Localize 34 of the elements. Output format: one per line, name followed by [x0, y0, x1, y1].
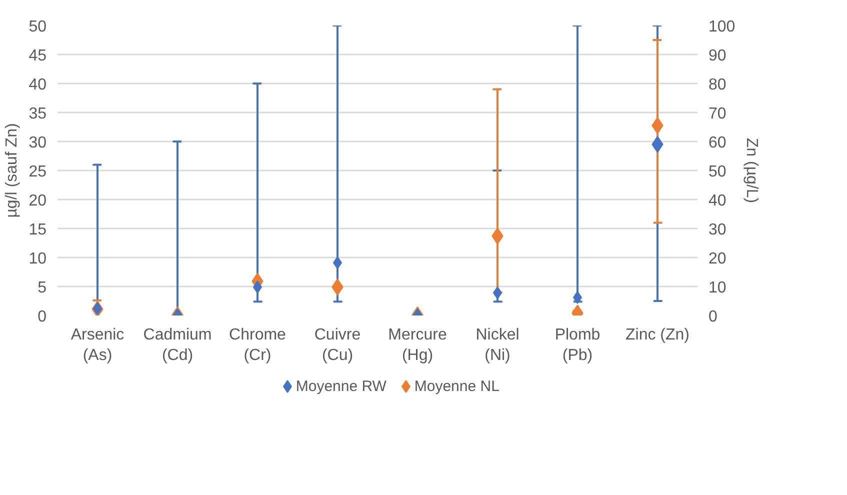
y-tick-label: 10 [28, 250, 47, 268]
y-tick-label: 20 [28, 192, 47, 210]
y2-tick-label: 80 [708, 76, 726, 94]
y2-axis-title: Zn (µg/L) [743, 138, 760, 204]
y-tick-label: 5 [38, 280, 47, 296]
y-tick-label: 40 [28, 76, 47, 94]
y2-tick-label: 100 [708, 18, 736, 36]
x-tick-label: Cuivre (Cu) [314, 326, 361, 364]
y-tick-label: 15 [28, 222, 47, 238]
y2-tick-label: 20 [708, 250, 726, 268]
legend-label: Moyenne RW [296, 378, 388, 395]
y-tick-label: 45 [28, 48, 47, 64]
y-axis-title: µg/l (sauf Zn) [4, 123, 21, 218]
y2-tick-label: 30 [708, 222, 726, 238]
x-tick-label: Chrome (Cr) [229, 326, 286, 364]
x-tick-label: Plomb (Pb) [554, 326, 600, 364]
y2-tick-label: 10 [708, 280, 726, 296]
y-tick-label: 35 [28, 106, 47, 122]
y-tick-label: 50 [28, 18, 47, 36]
y2-tick-label: 90 [708, 48, 726, 64]
y2-tick-label: 50 [708, 164, 726, 180]
y2-tick-label: 70 [708, 106, 726, 122]
x-tick-label: Zinc (Zn) [626, 326, 690, 344]
x-tick-label: Arsenic (As) [70, 326, 124, 364]
y-tick-label: 30 [28, 134, 47, 152]
y2-tick-label: 60 [708, 134, 726, 152]
y2-tick-label: 0 [708, 308, 718, 326]
x-tick-label: Cadmium (Cd) [143, 326, 212, 364]
legend-label: Moyenne NL [414, 378, 500, 395]
x-tick-label: Nickel (Ni) [476, 326, 520, 364]
y2-tick-label: 40 [708, 192, 726, 210]
x-tick-label: Mercure (Hg) [388, 326, 447, 364]
y-tick-label: 0 [38, 308, 47, 326]
y-tick-label: 25 [28, 164, 47, 180]
